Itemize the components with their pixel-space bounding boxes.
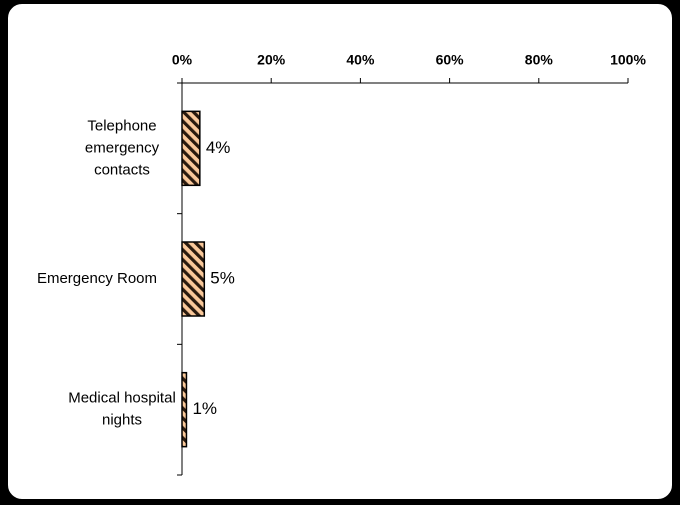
bar bbox=[181, 371, 188, 448]
category-label-line: Medical hospital bbox=[68, 390, 176, 407]
bar bbox=[181, 241, 206, 317]
axes: 0% 20% 40% 60% 80% 100% bbox=[172, 52, 646, 476]
category-label: Medical hospital nights bbox=[68, 390, 176, 429]
x-tick-label: 20% bbox=[257, 52, 286, 68]
category-label-line: Emergency Room bbox=[37, 270, 157, 287]
category-label-line: emergency bbox=[85, 139, 160, 156]
data-label: 1% bbox=[192, 399, 217, 418]
x-tick-label: 80% bbox=[525, 52, 554, 68]
bar bbox=[181, 110, 201, 187]
labels: 4% Telephone emergency contacts 5% Emergency … bbox=[37, 117, 235, 428]
category-label: Emergency Room bbox=[37, 270, 157, 287]
x-tick-label: 100% bbox=[610, 52, 646, 68]
x-tick-label: 0% bbox=[172, 52, 193, 68]
bars bbox=[181, 110, 206, 448]
x-tick-label: 40% bbox=[346, 52, 375, 68]
data-label: 4% bbox=[206, 138, 231, 157]
category-label: Telephone emergency contacts bbox=[85, 117, 160, 178]
category-label-line: Telephone bbox=[87, 117, 156, 134]
category-label-line: nights bbox=[102, 412, 142, 429]
category-label-line: contacts bbox=[94, 161, 150, 178]
data-label: 5% bbox=[210, 268, 235, 287]
x-tick-label: 60% bbox=[436, 52, 465, 68]
chart-panel bbox=[6, 2, 674, 501]
